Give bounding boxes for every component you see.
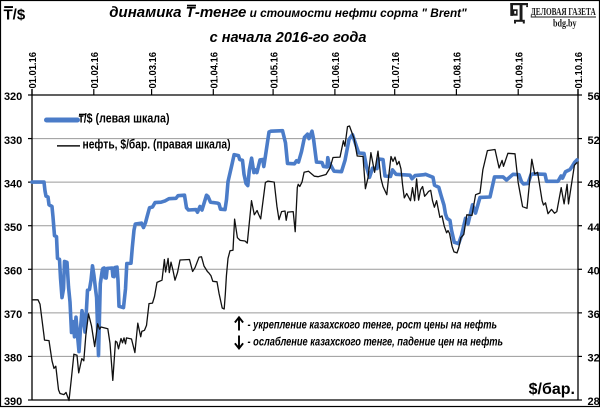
svg-text:370: 370 (4, 309, 22, 321)
svg-text:340: 340 (4, 178, 22, 190)
svg-text:01.04.16: 01.04.16 (209, 52, 221, 89)
svg-text:bdg.by: bdg.by (553, 19, 577, 30)
svg-text:01.05.16: 01.05.16 (268, 52, 280, 89)
svg-text:36: 36 (588, 309, 600, 321)
svg-text:динамика Т-тенге и стоимости н: динамика Т-тенге и стоимости нефти сорта… (109, 4, 467, 21)
svg-text:350: 350 (4, 222, 22, 234)
svg-text:Т/$: Т/$ (4, 7, 26, 24)
svg-text:48: 48 (588, 178, 600, 190)
svg-text:с начала 2016-го года: с начала 2016-го года (210, 30, 367, 46)
svg-text:01.09.16: 01.09.16 (513, 52, 525, 89)
svg-text:01.08.16: 01.08.16 (452, 52, 464, 89)
svg-text:т/$ (левая шкала): т/$ (левая шкала) (79, 111, 170, 125)
svg-text:01.02.16: 01.02.16 (89, 52, 101, 89)
svg-text:360: 360 (4, 266, 22, 278)
svg-text:01.01.16: 01.01.16 (27, 52, 39, 89)
svg-text:нефть, $/бар. (правая шкала): нефть, $/бар. (правая шкала) (83, 137, 231, 151)
svg-text:- ослабление казахского тенге,: - ослабление казахского тенге, падение ц… (248, 334, 504, 348)
svg-text:$/бар.: $/бар. (529, 381, 575, 398)
svg-text:56: 56 (588, 91, 600, 103)
svg-text:44: 44 (588, 222, 600, 234)
svg-text:380: 380 (4, 353, 22, 365)
svg-text:01.10.16: 01.10.16 (573, 52, 585, 89)
svg-text:52: 52 (588, 135, 600, 147)
svg-text:- укрепление казахского тенге,: - укрепление казахского тенге, рост цены… (248, 317, 498, 331)
svg-text:32: 32 (588, 353, 600, 365)
svg-text:40: 40 (588, 266, 600, 278)
svg-text:01.07.16: 01.07.16 (390, 52, 402, 89)
svg-text:320: 320 (4, 91, 22, 103)
svg-text:01.03.16: 01.03.16 (147, 52, 159, 89)
svg-text:330: 330 (4, 135, 22, 147)
svg-text:01.06.16: 01.06.16 (330, 52, 342, 89)
